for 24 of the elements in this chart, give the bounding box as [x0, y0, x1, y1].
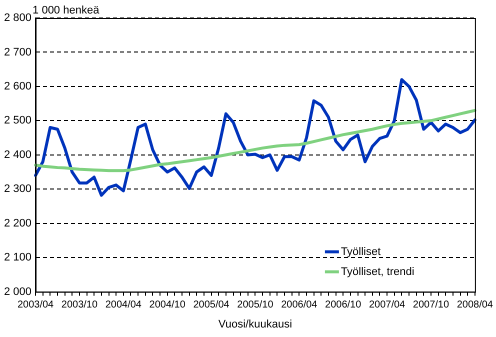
y-tick-label: 2 400	[4, 148, 32, 161]
x-tick-label: 2004/10	[149, 300, 186, 311]
x-tick-label: 2005/10	[237, 300, 274, 311]
x-tick-label: 2007/10	[412, 300, 450, 311]
x-axis-title: Vuosi/kuukausi	[218, 318, 292, 330]
x-tick-label: 2003/10	[61, 300, 98, 311]
legend-label: Työlliset, trendi	[340, 266, 414, 278]
y-tick-label: 2 700	[4, 46, 32, 58]
y-tick-label: 2 100	[4, 252, 32, 264]
x-tick-label: 2006/04	[281, 300, 318, 311]
x-tick-label: 2005/04	[193, 300, 230, 311]
x-tick-label: 2007/04	[368, 300, 406, 311]
x-tick-label: 2006/10	[325, 300, 362, 311]
y-tick-label: 2 000	[4, 286, 32, 298]
y-axis-title: 1 000 henkeä	[32, 4, 100, 17]
y-tick-label: 2 800	[4, 12, 32, 24]
y-tick-label: 2 500	[4, 114, 32, 127]
x-tick-label: 2004/04	[105, 300, 142, 311]
y-tick-label: 2 600	[4, 80, 32, 92]
legend-label: Työlliset	[340, 246, 381, 258]
x-tick-label: 2008/04	[456, 300, 494, 311]
y-tick-label: 2 300	[4, 183, 32, 196]
x-tick-label: 2003/04	[17, 300, 54, 311]
y-tick-label: 2 200	[4, 217, 32, 230]
